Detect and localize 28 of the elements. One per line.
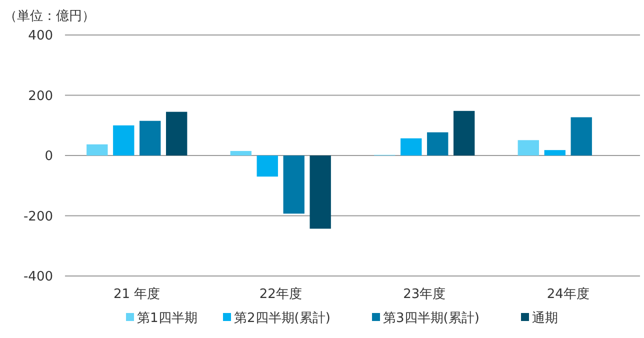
bar xyxy=(400,138,422,156)
bar xyxy=(86,144,108,156)
bar xyxy=(140,120,161,156)
x-tick-label: 22年度 xyxy=(259,286,302,302)
bar xyxy=(518,140,539,156)
bar xyxy=(544,150,566,156)
legend-label: 第1四半期 xyxy=(137,311,198,326)
y-tick-label: 0 xyxy=(44,149,53,164)
bar xyxy=(113,125,134,156)
x-tick-label: 24年度 xyxy=(546,286,590,302)
y-tick-label: -400 xyxy=(23,270,53,285)
bar xyxy=(283,156,304,214)
legend-label: 第2四半期(累計) xyxy=(234,311,330,326)
bar xyxy=(427,132,448,156)
legend-label: 通期 xyxy=(532,311,558,326)
y-axis-title: （単位：億円） xyxy=(4,9,95,24)
y-tick-label: -200 xyxy=(23,209,53,224)
y-tick-label: 200 xyxy=(28,88,53,104)
y-tick-label: 400 xyxy=(28,28,53,44)
bar xyxy=(570,117,592,156)
x-tick-label: 21 年度 xyxy=(114,286,160,302)
bar xyxy=(230,150,252,156)
bar xyxy=(310,156,331,229)
legend-label: 第3四半期(累計) xyxy=(383,311,480,326)
bar xyxy=(166,112,188,156)
x-tick-label: 23年度 xyxy=(403,286,446,302)
bar xyxy=(256,156,278,177)
bar xyxy=(454,110,475,156)
